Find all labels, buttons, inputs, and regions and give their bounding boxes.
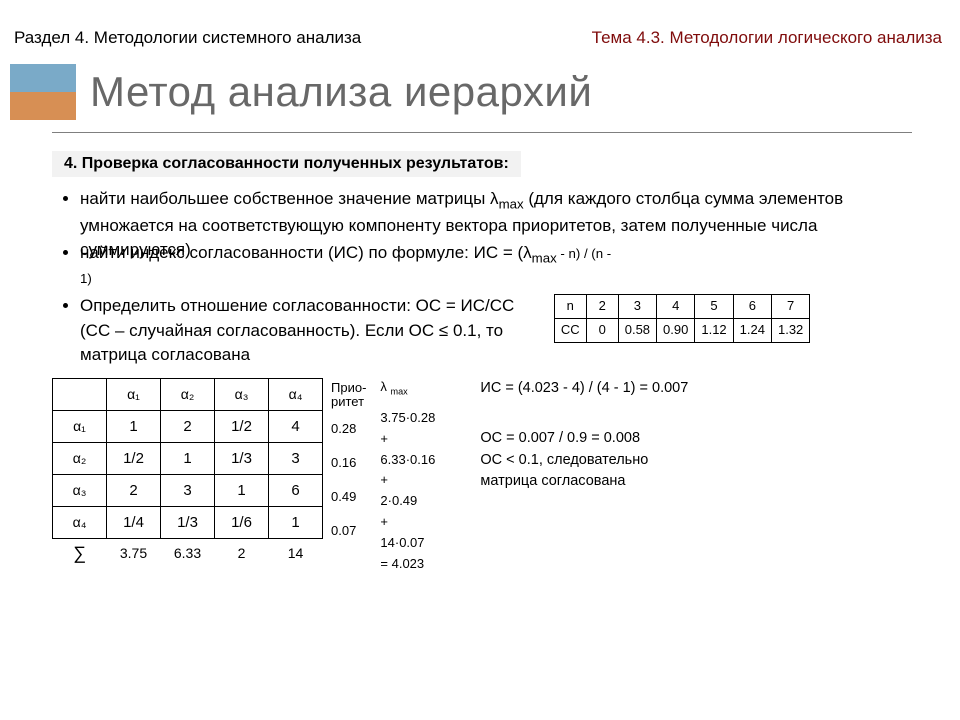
lambda-label: λ max bbox=[380, 379, 407, 394]
priority-column: Прио- ритет 0.28 0.16 0.49 0.07 bbox=[331, 378, 366, 576]
b2-end: 1) bbox=[80, 271, 92, 286]
lambda-line: + bbox=[380, 471, 470, 490]
oc-conclusion: ОС < 0.1, следовательно bbox=[480, 450, 688, 472]
matrix-wrap: α₁ α₂ α₃ α₄ α₁121/24 α₂1/211/33 α₃2316 α… bbox=[52, 378, 323, 576]
lambda-column: λ max 3.75·0.28 + 6.33·0.16 + 2·0.49 + 1… bbox=[380, 378, 470, 576]
oc-formula: ОС = 0.007 / 0.9 = 0.008 bbox=[480, 428, 688, 450]
comparison-matrix: α₁ α₂ α₃ α₄ α₁121/24 α₂1/211/33 α₃2316 α… bbox=[52, 378, 323, 567]
ic-formula: ИС = (4.023 - 4) / (4 - 1) = 0.007 bbox=[480, 378, 688, 400]
lambda-line: = 4.023 bbox=[380, 555, 470, 574]
calc-column: ИС = (4.023 - 4) / (4 - 1) = 0.007 ОС = … bbox=[480, 378, 688, 576]
priority-val: 0.07 bbox=[331, 514, 366, 548]
lambda-line: + bbox=[380, 513, 470, 532]
lambda-line: + bbox=[380, 430, 470, 449]
section-subhead: 4. Проверка согласованности полученных р… bbox=[52, 151, 521, 177]
lambda-line: 2·0.49 bbox=[380, 492, 470, 511]
cc-row-cc: СС00.580.901.121.241.32 bbox=[554, 319, 810, 343]
accent-box bbox=[10, 64, 76, 120]
priority-val: 0.28 bbox=[331, 412, 366, 446]
cc-row-n: n234567 bbox=[554, 295, 810, 319]
lambda-line: 14·0.07 bbox=[380, 534, 470, 553]
b1-pre: найти наибольшее собственное значение ма… bbox=[80, 189, 499, 208]
oc-conclusion2: матрица согласована bbox=[480, 471, 688, 493]
lambda-line: 6.33·0.16 bbox=[380, 451, 470, 470]
priority-val: 0.49 bbox=[331, 480, 366, 514]
cc-table: n234567 СС00.580.901.121.241.32 bbox=[554, 294, 811, 343]
theme-label: Тема 4.3. Методологии логического анализ… bbox=[592, 28, 942, 48]
priority-header: Прио- ритет bbox=[331, 378, 366, 412]
b1-sub: max bbox=[499, 196, 524, 211]
section-label: Раздел 4. Методологии системного анализа bbox=[14, 28, 361, 48]
page-title: Метод анализа иерархий bbox=[90, 68, 592, 116]
lambda-line: 3.75·0.28 bbox=[380, 409, 470, 428]
b2-mid: - n) / (n - bbox=[557, 246, 611, 261]
priority-val: 0.16 bbox=[331, 446, 366, 480]
bullet-3: Определить отношение согласованности: ОС… bbox=[80, 294, 544, 368]
divider bbox=[52, 132, 912, 133]
